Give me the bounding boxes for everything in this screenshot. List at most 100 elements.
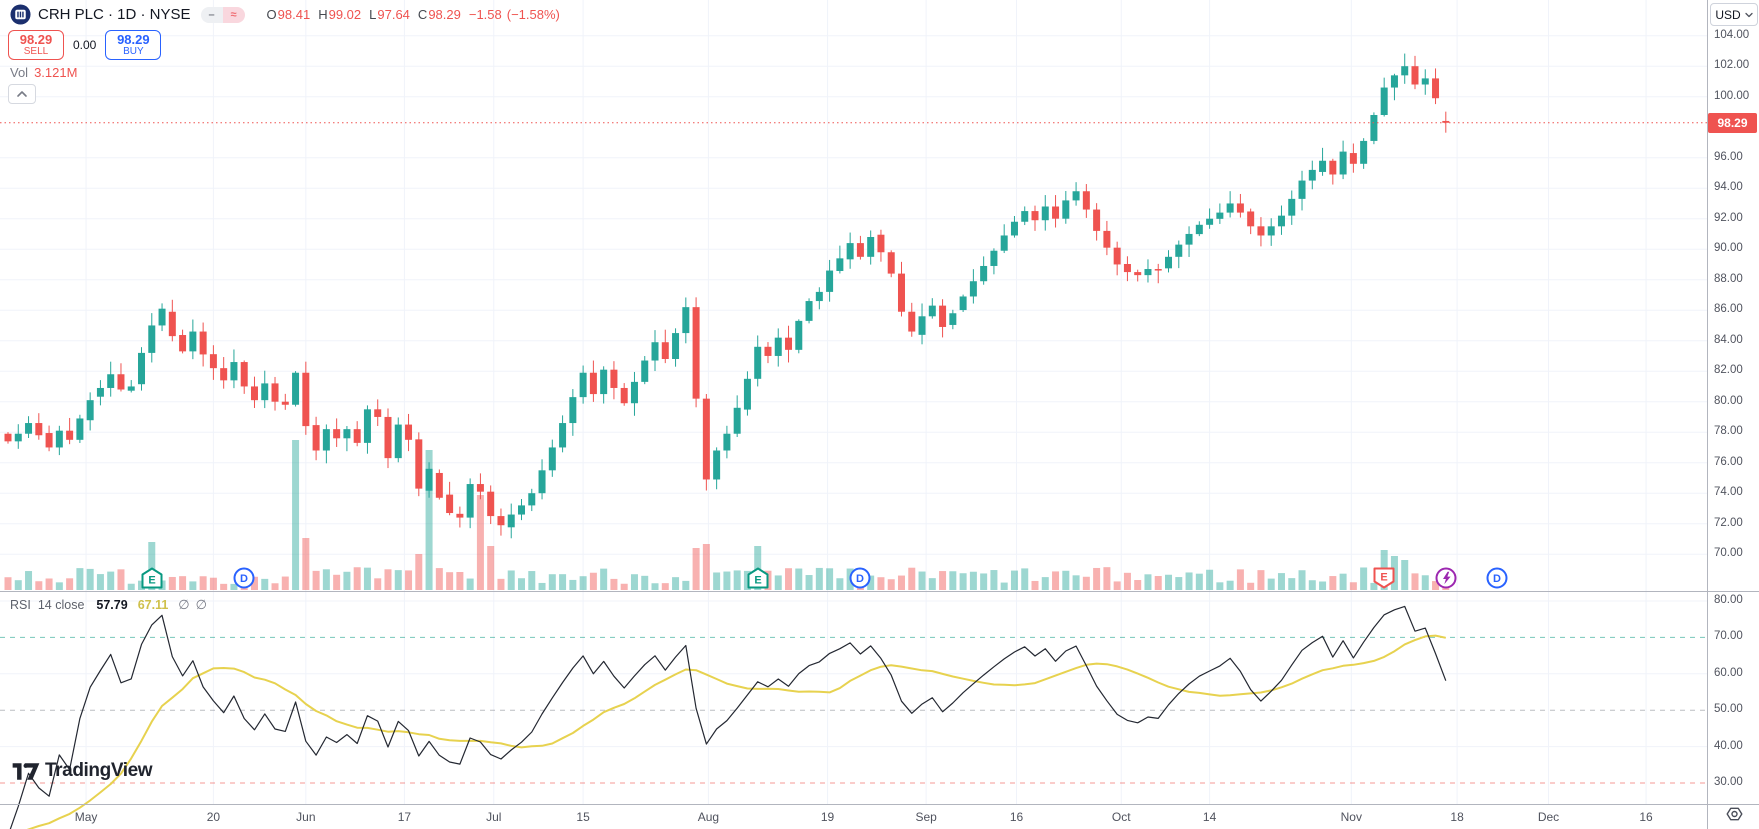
price-tick-label: 82.00 bbox=[1714, 364, 1743, 377]
time-tick-label: Sep bbox=[915, 810, 937, 824]
time-tick-label: Nov bbox=[1340, 810, 1362, 824]
close-value: 98.29 bbox=[428, 7, 461, 22]
earnings-icon: E bbox=[141, 567, 163, 589]
delayed-data-icon[interactable]: ≈ bbox=[222, 6, 245, 23]
crh-symbol-logo-icon bbox=[10, 4, 31, 25]
dividend-icon: D bbox=[849, 567, 871, 589]
rsi-legend[interactable]: RSI 14 close 57.79 67.11 ∅ ∅ bbox=[10, 597, 207, 613]
price-tick-label: 104.00 bbox=[1714, 28, 1750, 41]
time-tick-label: 19 bbox=[820, 810, 835, 824]
event-badge-dividend[interactable]: D bbox=[1486, 567, 1508, 589]
last-price-tag[interactable]: 98.29 bbox=[1708, 113, 1757, 133]
dividend-icon: D bbox=[233, 567, 255, 589]
rsi-tick-label: 40.00 bbox=[1714, 739, 1743, 752]
market-closed-icon[interactable]: – bbox=[200, 6, 223, 23]
rsi-ma-value: 67.11 bbox=[137, 598, 169, 612]
dividend-icon: D bbox=[1486, 567, 1508, 589]
event-badge-earnings[interactable]: E bbox=[747, 567, 769, 589]
tradingview-watermark[interactable]: TradingView bbox=[12, 760, 153, 782]
price-tick-label: 78.00 bbox=[1714, 425, 1743, 438]
time-tick-label: Dec bbox=[1537, 810, 1560, 824]
hex-settings-icon bbox=[1726, 807, 1743, 821]
change-percent: (−1.58%) bbox=[506, 7, 560, 22]
low-label: L bbox=[369, 7, 377, 22]
spread-value: 0.00 bbox=[73, 38, 97, 52]
price-tick-label: 88.00 bbox=[1714, 272, 1743, 285]
sell-label: SELL bbox=[23, 45, 49, 57]
rsi-pane bbox=[9, 605, 1447, 829]
grid-lines bbox=[0, 0, 1707, 804]
buy-button[interactable]: 98.29 BUY bbox=[105, 30, 162, 60]
axis-settings-button[interactable] bbox=[1726, 806, 1743, 827]
rsi-tick-label: 30.00 bbox=[1714, 776, 1743, 788]
event-badge-earnings[interactable]: E bbox=[1373, 567, 1395, 589]
chevron-up-icon bbox=[17, 91, 27, 97]
svg-text:E: E bbox=[754, 575, 761, 587]
ohlc-readout: O 98.41 H 99.02 L 97.64 C 98.29 −1.58 (−1.58… bbox=[259, 7, 560, 22]
rsi-line bbox=[9, 605, 1447, 829]
time-tick-label: 16 bbox=[1009, 810, 1024, 824]
time-tick-label: Aug bbox=[697, 810, 720, 824]
rsi-tick-label: 80.00 bbox=[1714, 594, 1743, 606]
svg-text:E: E bbox=[148, 575, 155, 587]
event-badge-earnings[interactable]: E bbox=[141, 567, 163, 589]
event-badge-dividend[interactable]: D bbox=[233, 567, 255, 589]
market-status-pill: – ≈ bbox=[200, 6, 245, 23]
time-tick-label: Oct bbox=[1111, 810, 1131, 824]
volume-label: Vol bbox=[10, 65, 29, 80]
collapse-legend-button[interactable] bbox=[8, 84, 36, 104]
price-tick-label: 94.00 bbox=[1714, 181, 1743, 194]
price-tick-label: 102.00 bbox=[1714, 59, 1750, 72]
open-label: O bbox=[266, 7, 277, 22]
price-tick-label: 76.00 bbox=[1714, 455, 1743, 468]
tradingview-logo-icon bbox=[12, 762, 40, 780]
earnings-icon: E bbox=[1373, 567, 1395, 589]
buy-label: BUY bbox=[123, 45, 144, 57]
high-value: 99.02 bbox=[328, 7, 362, 22]
trade-buttons: 98.29 SELL 0.00 98.29 BUY bbox=[8, 30, 162, 60]
sell-button[interactable]: 98.29 SELL bbox=[8, 30, 64, 60]
event-badge-dividend[interactable]: D bbox=[849, 567, 871, 589]
earnings-icon: E bbox=[747, 567, 769, 589]
price-tick-label: 80.00 bbox=[1714, 394, 1743, 407]
rsi-tick-label: 50.00 bbox=[1714, 703, 1743, 716]
time-tick-label: 17 bbox=[397, 810, 412, 824]
price-tick-label: 90.00 bbox=[1714, 242, 1743, 255]
time-tick-label: 20 bbox=[206, 810, 221, 824]
svg-text:D: D bbox=[240, 573, 248, 585]
rsi-name: RSI bbox=[10, 598, 31, 612]
change-value: −1.58 bbox=[468, 7, 502, 22]
time-tick-label: 15 bbox=[576, 810, 590, 824]
rsi-upper-band-value: ∅ bbox=[178, 597, 190, 612]
rsi-ma-line bbox=[26, 634, 1447, 829]
symbol-title[interactable]: CRH PLC · 1D · NYSE bbox=[38, 6, 191, 23]
svg-text:D: D bbox=[856, 573, 864, 585]
svg-text:E: E bbox=[1381, 572, 1388, 584]
candlestick-series bbox=[4, 53, 1450, 539]
time-tick-label: 16 bbox=[1639, 810, 1653, 824]
rsi-lower-band-value: ∅ bbox=[195, 597, 207, 612]
time-tick-label: Jul bbox=[486, 810, 502, 824]
rsi-tick-label: 60.00 bbox=[1714, 666, 1743, 679]
price-tick-label: 86.00 bbox=[1714, 303, 1743, 316]
event-badge-alert[interactable] bbox=[1435, 567, 1457, 589]
rsi-settings: 14 close bbox=[37, 598, 85, 612]
volume-readout: Vol 3.121M bbox=[10, 65, 77, 80]
currency-selector[interactable]: USD bbox=[1710, 3, 1758, 26]
price-tick-label: 96.00 bbox=[1714, 150, 1743, 163]
buy-price: 98.29 bbox=[117, 31, 150, 47]
price-tick-label: 84.00 bbox=[1714, 333, 1743, 346]
rsi-tick-label: 70.00 bbox=[1714, 630, 1743, 643]
volume-value: 3.121M bbox=[34, 65, 78, 80]
high-label: H bbox=[318, 7, 328, 22]
close-label: C bbox=[417, 7, 428, 22]
price-tick-label: 74.00 bbox=[1714, 486, 1743, 499]
svg-text:D: D bbox=[1493, 573, 1501, 585]
chevron-down-icon bbox=[1745, 12, 1753, 17]
price-tick-label: 72.00 bbox=[1714, 516, 1743, 529]
sell-price: 98.29 bbox=[19, 31, 53, 47]
